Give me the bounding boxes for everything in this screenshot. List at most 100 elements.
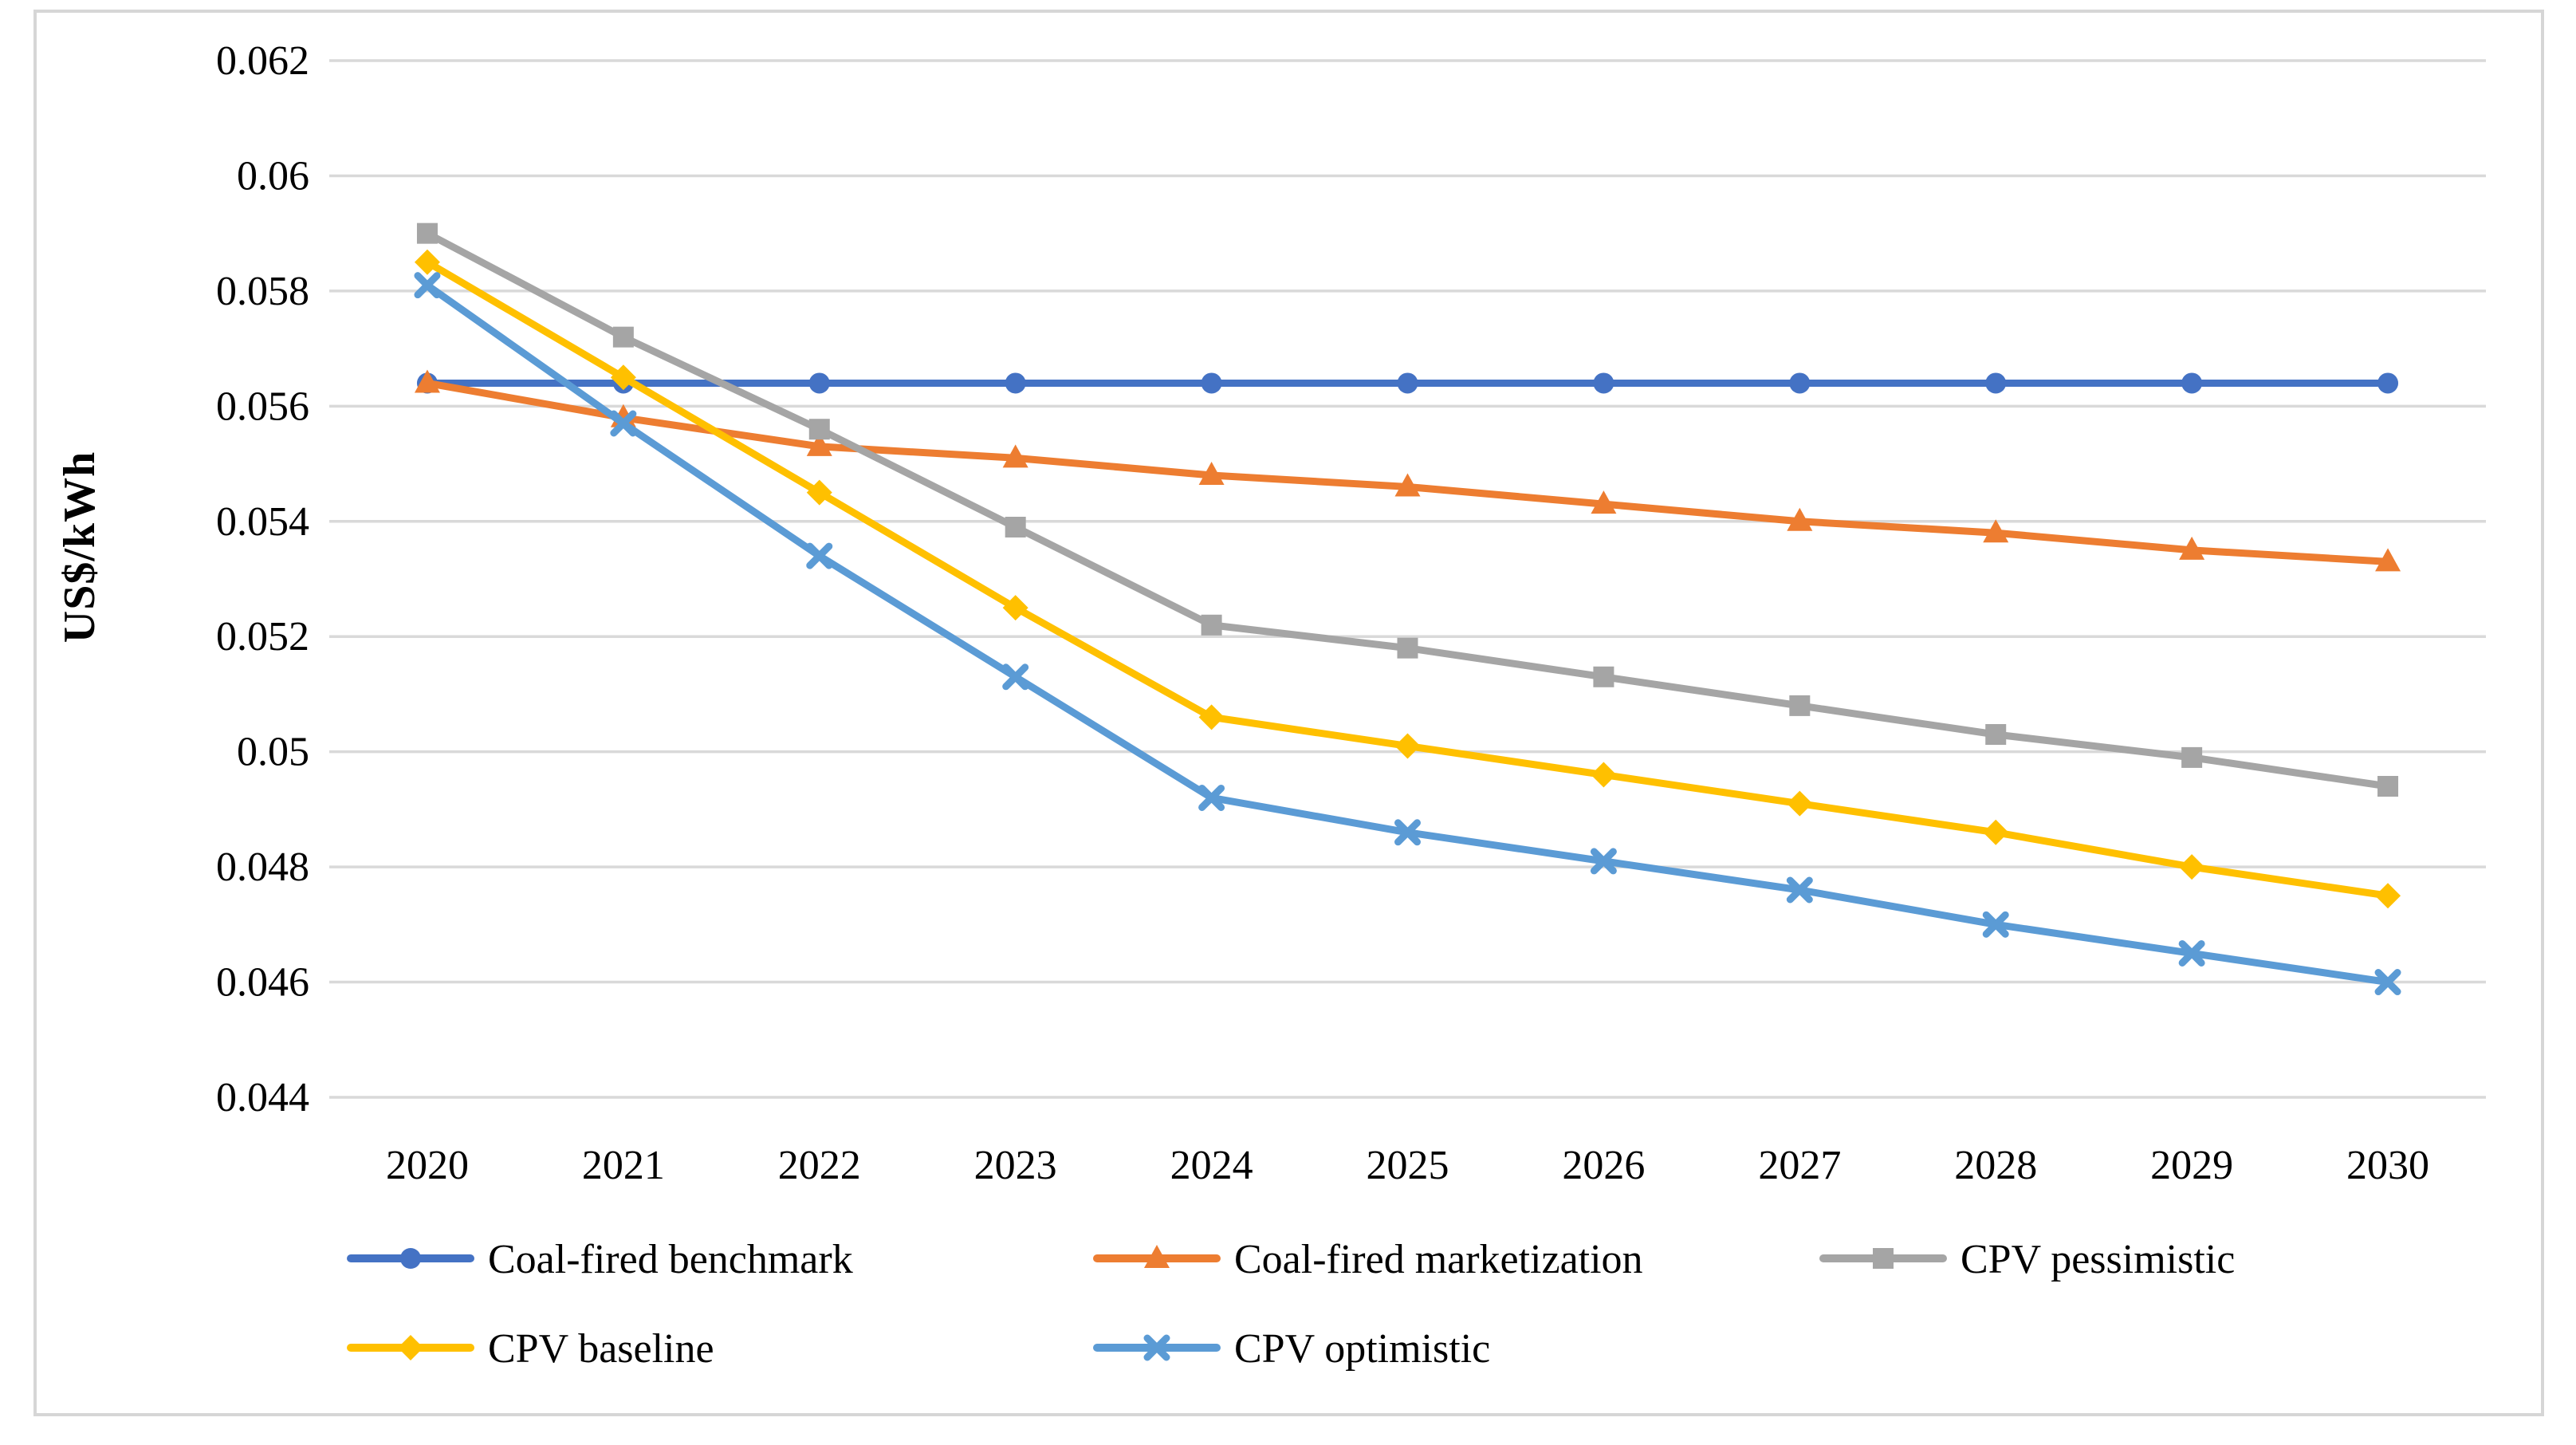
x-tick-label: 2027 (1758, 1143, 1841, 1188)
coal-fired-marketization-marker-icon (1591, 490, 1617, 514)
y-tick-label: 0.052 (216, 614, 309, 660)
coal-fired-benchmark-marker-icon (1985, 372, 2007, 394)
series-line-coal-fired-marketization (423, 379, 2392, 565)
cpv-baseline-marker-icon (2179, 854, 2205, 880)
legend-label: CPV optimistic (1234, 1326, 1490, 1372)
coal-fired-marketization-marker-icon (414, 369, 440, 393)
cpv-baseline-legend-marker-icon (398, 1335, 423, 1360)
coal-fired-benchmark-legend-marker-icon (400, 1248, 421, 1269)
coal-fired-marketization-marker-icon (1002, 444, 1028, 468)
cpv-pessimistic-marker-icon (1005, 517, 1026, 537)
legend-item-coal-fired-marketization: Coal-fired marketization (1093, 1237, 1643, 1282)
cpv-baseline-marker-icon (610, 364, 636, 391)
cpv-optimistic-marker-icon (1394, 819, 1421, 846)
coal-fired-benchmark-marker-icon (1789, 372, 1811, 394)
x-tick-label: 2020 (386, 1143, 469, 1188)
coal-fired-benchmark-marker-icon (808, 372, 830, 394)
y-tick-label: 0.062 (216, 38, 309, 84)
legend-item-cpv-baseline: CPV baseline (347, 1326, 714, 1372)
cpv-pessimistic-marker-icon (1593, 666, 1614, 687)
cpv-optimistic-marker-icon (414, 272, 441, 299)
y-tick-label: 0.048 (216, 845, 309, 890)
x-axis-tick-labels: 2020 2021 2022 2023 2024 2025 2026 2027 2028 2029… (386, 1143, 2429, 1188)
y-axis-tick-labels: 0.062 0.06 0.058 0.056 0.054 0.052 0.05 0.048 0.… (216, 38, 309, 1120)
coal-fired-marketization-marker-icon (806, 432, 832, 456)
x-tick-label: 2025 (1367, 1143, 1449, 1188)
cpv-baseline-marker-icon (1198, 704, 1225, 730)
coal-fired-marketization-marker-icon (1198, 462, 1225, 485)
y-tick-label: 0.058 (216, 269, 309, 314)
cpv-optimistic-marker-icon (1982, 911, 2009, 938)
legend-label: CPV baseline (488, 1326, 714, 1372)
y-axis-title: US$/kWh (55, 451, 104, 644)
cpv-optimistic-legend-marker-icon (1143, 1334, 1170, 1361)
coal-fired-marketization-marker-icon (2179, 536, 2205, 560)
cpv-baseline-marker-icon (1983, 819, 2009, 845)
series-line-cpv-baseline (423, 258, 2392, 900)
cpv-baseline-marker-icon (806, 479, 832, 506)
coal-fired-marketization-marker-icon (1787, 507, 1813, 531)
series-cpv-pessimistic (416, 222, 2399, 797)
coal-fired-benchmark-marker-icon (2377, 372, 2399, 394)
coal-fired-benchmark-marker-icon (1593, 372, 1614, 394)
y-tick-label: 0.056 (216, 384, 309, 429)
y-tick-label: 0.06 (237, 153, 309, 199)
coal-fired-marketization-marker-icon (1394, 473, 1421, 497)
cpv-pessimistic-legend-marker-icon (1873, 1248, 1894, 1269)
legend-label: CPV pessimistic (1961, 1237, 2235, 1282)
x-tick-label: 2029 (2150, 1143, 2233, 1188)
legend: Coal-fired benchmark Coal-fired marketiza… (347, 1237, 2235, 1372)
coal-fired-marketization-legend-marker-icon (1144, 1245, 1170, 1268)
cpv-pessimistic-marker-icon (808, 419, 830, 440)
cpv-optimistic-marker-icon (2374, 969, 2401, 996)
cpv-pessimistic-marker-icon (1201, 614, 1222, 636)
coal-fired-benchmark-marker-icon (2181, 372, 2203, 394)
cpv-pessimistic-marker-icon (1789, 695, 1811, 716)
series-cpv-baseline (414, 249, 2401, 909)
series-coal-fired-marketization (414, 369, 2401, 572)
cpv-pessimistic-marker-icon (2181, 746, 2203, 768)
legend-label: Coal-fired marketization (1234, 1237, 1643, 1282)
cpv-optimistic-marker-icon (806, 542, 833, 569)
x-tick-label: 2023 (974, 1143, 1057, 1188)
cpv-pessimistic-marker-icon (416, 222, 438, 244)
y-tick-label: 0.054 (216, 499, 309, 545)
coal-fired-benchmark-marker-icon (1397, 372, 1418, 394)
legend-item-cpv-optimistic: CPV optimistic (1093, 1326, 1490, 1372)
cpv-baseline-marker-icon (414, 249, 440, 275)
cpv-baseline-marker-icon (1591, 762, 1617, 788)
cpv-pessimistic-marker-icon (612, 326, 634, 348)
cpv-optimistic-marker-icon (610, 410, 637, 437)
y-tick-label: 0.046 (216, 960, 309, 1006)
x-tick-label: 2022 (778, 1143, 861, 1188)
x-tick-label: 2021 (582, 1143, 665, 1188)
coal-fired-marketization-marker-icon (1983, 519, 2009, 543)
gridlines (329, 59, 2486, 1099)
cpv-pessimistic-marker-icon (1397, 637, 1418, 659)
cpv-baseline-marker-icon (1002, 595, 1028, 621)
legend-item-coal-fired-benchmark: Coal-fired benchmark (347, 1237, 853, 1282)
cpv-optimistic-marker-icon (1590, 848, 1617, 875)
cpv-pessimistic-marker-icon (1985, 724, 2007, 745)
cpv-baseline-marker-icon (1787, 790, 1813, 817)
coal-fired-benchmark-marker-icon (1201, 372, 1222, 394)
x-tick-label: 2024 (1170, 1143, 1253, 1188)
y-tick-label: 0.044 (216, 1075, 309, 1120)
y-tick-label: 0.05 (237, 730, 309, 775)
cpv-pessimistic-marker-icon (2377, 776, 2399, 797)
cpv-optimistic-marker-icon (1002, 663, 1029, 691)
x-tick-label: 2026 (1562, 1143, 1645, 1188)
legend-item-cpv-pessimistic: CPV pessimistic (1819, 1237, 2235, 1282)
legend-label: Coal-fired benchmark (488, 1237, 853, 1282)
x-tick-label: 2028 (1954, 1143, 2037, 1188)
cpv-baseline-marker-icon (2375, 883, 2401, 909)
cpv-optimistic-marker-icon (1786, 876, 1813, 904)
coal-fired-marketization-marker-icon (2375, 548, 2401, 572)
cpv-optimistic-marker-icon (2178, 939, 2205, 967)
coal-fired-benchmark-marker-icon (1005, 372, 1026, 394)
x-tick-label: 2030 (2346, 1143, 2429, 1188)
series-cpv-optimistic (414, 272, 2401, 996)
cpv-optimistic-marker-icon (1198, 784, 1225, 811)
